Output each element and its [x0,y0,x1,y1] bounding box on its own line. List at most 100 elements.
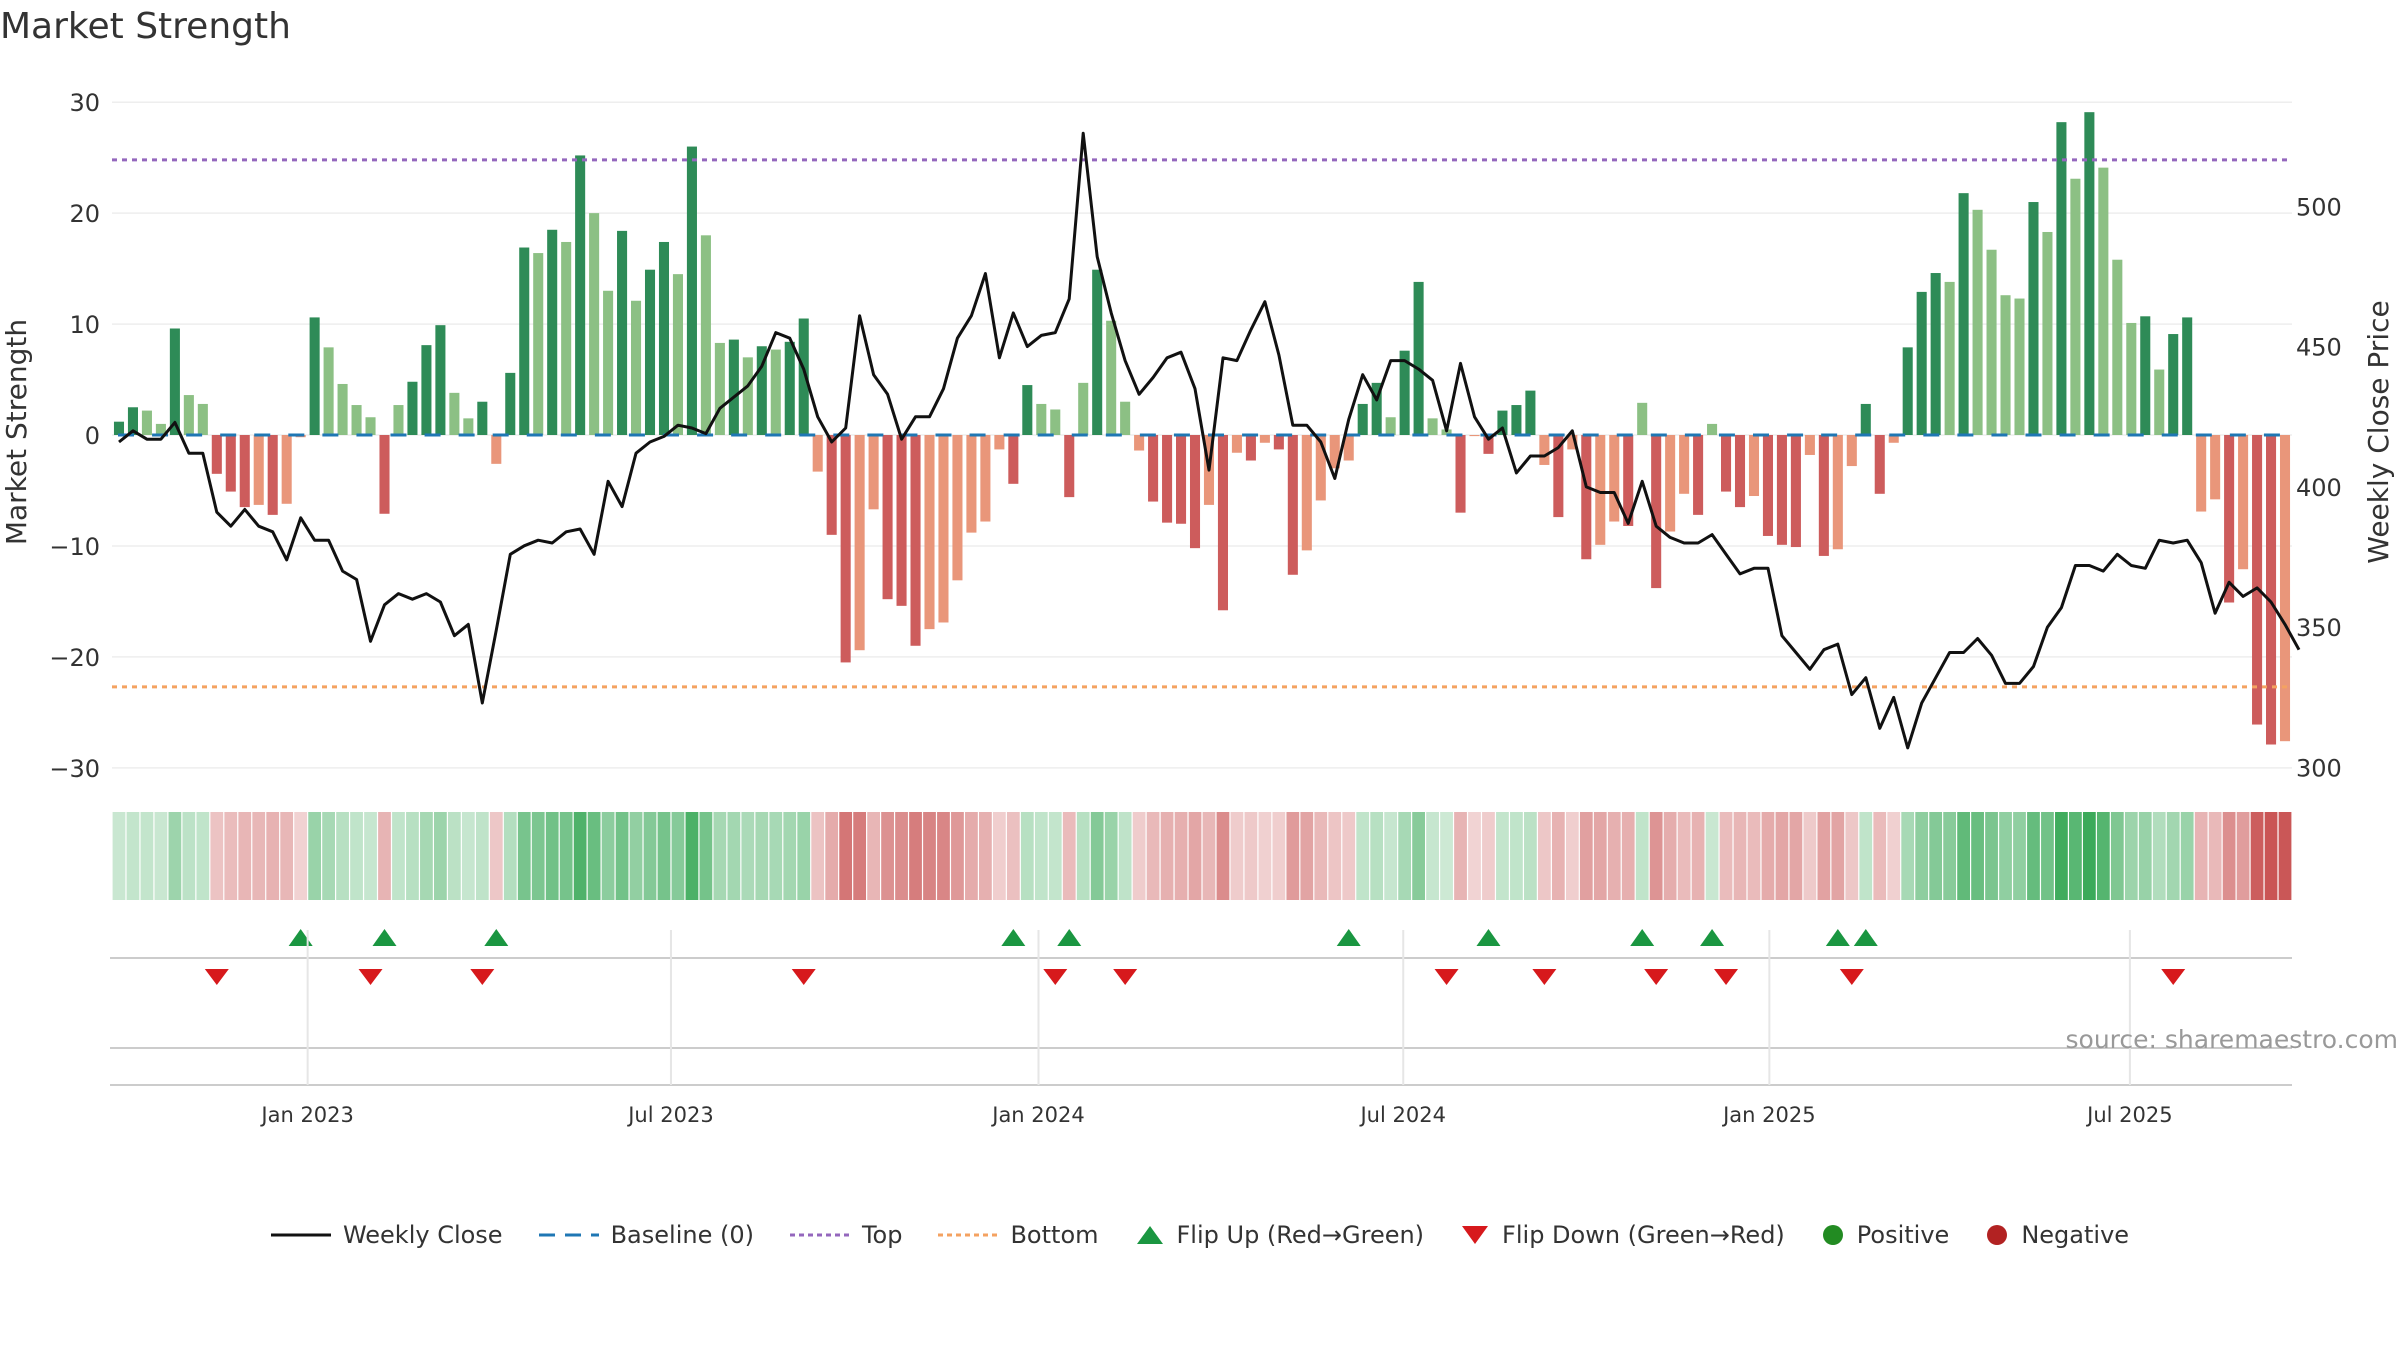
strength-bar [323,347,334,435]
strength-bar [826,435,837,535]
heat-cell [923,812,936,900]
strength-bar [770,349,781,435]
y2-axis-ticks: 500 450 400 350 300 [2296,193,2342,782]
strength-bar [1455,435,1466,513]
heat-cell [741,812,755,900]
triangle-up-icon [1136,1226,1163,1244]
legend-flip-up[interactable]: Flip Up (Red→Green) [1135,1221,1424,1249]
heat-cell [1216,812,1230,900]
heat-cell [350,812,363,900]
strength-bar [1790,435,1801,548]
heat-cell [308,812,322,900]
x-tick-label: Jul 2024 [1358,1103,1445,1127]
strength-bar [407,381,418,435]
strength-bar [1106,320,1117,435]
strength-bar [2252,435,2263,725]
x-axis-ticks: Jan 2023 Jul 2023 Jan 2024 Jul 2024 Jan 2025… [259,930,2173,1127]
heat-cell [112,812,126,900]
heat-cell [378,812,391,900]
strength-bar [1092,269,1103,435]
strength-bar [155,423,166,435]
heat-cell [1496,812,1509,900]
strength-bar [924,435,935,630]
strength-bar [225,435,236,492]
strength-bar [1804,435,1815,455]
heat-cell [266,812,280,900]
strength-bar [547,229,558,435]
strength-bar [505,372,516,435]
legend-label: Positive [1856,1221,1950,1249]
flip-down-marker [1043,969,1068,985]
heat-cell [489,812,503,900]
strength-bar [742,357,753,435]
weekly-close-line [118,131,2301,750]
heat-cell [1649,812,1663,900]
heat-cell [1524,812,1537,900]
heat-cell [2278,812,2292,900]
heat-cell [1887,812,1901,900]
strength-bar [2112,259,2123,435]
heat-cell [2180,812,2194,900]
strength-bar [1245,435,1256,461]
y2-axis-label: Weekly Close Price [2362,300,2395,563]
circle-icon [1822,1225,1843,1245]
legend-label: Negative [2021,1221,2130,1249]
legend-weekly-close[interactable]: Weekly Close [270,1221,503,1249]
strength-bar [812,435,823,472]
strength-bar [1036,403,1047,435]
strength-bar [1567,435,1578,450]
legend-bottom[interactable]: Bottom [938,1221,1099,1249]
strength-bar [2196,435,2207,512]
market-strength-chart: 30 20 10 0 −10 −20 −30 500 450 400 350 300 Jan 202… [0,89,2398,1127]
heat-cell [1034,812,1048,900]
strength-bar [421,345,432,435]
strength-bar [2182,317,2193,435]
strength-bar [169,328,180,435]
heat-cell [1929,812,1943,900]
strength-bar [854,435,865,651]
strength-bar [183,395,194,435]
strength-bar [2014,298,2025,435]
heat-cell [1677,812,1691,900]
strength-bar [1511,405,1522,435]
heat-cell [1551,812,1565,900]
heat-cell [755,812,769,900]
strength-bar [2210,435,2221,500]
heat-cell [2166,812,2180,900]
heat-cell [881,812,894,900]
heat-cell [1831,812,1845,900]
strength-bar [1497,410,1508,435]
legend-negative[interactable]: Negative [1985,1221,2129,1249]
heat-cell [587,812,601,900]
strength-bar [1623,435,1634,526]
flip-down-marker [1644,969,1669,985]
heat-cell [2264,812,2278,900]
strength-bar [966,435,977,533]
legend-flip-down[interactable]: Flip Down (Green→Red) [1460,1221,1785,1249]
heat-cell [797,812,811,900]
heat-cell [1747,812,1761,900]
heat-cell [2027,812,2040,900]
heat-cell [839,812,853,900]
legend-positive[interactable]: Positive [1821,1221,1950,1249]
heat-cell [1468,812,1481,900]
heat-cell [1663,812,1677,900]
heat-cell [643,812,657,900]
heat-cell [1593,812,1607,900]
legend-top[interactable]: Top [789,1221,902,1249]
y-tick-label: 30 [69,89,100,117]
heat-cell [1565,812,1579,900]
legend-baseline[interactable]: Baseline (0) [538,1221,754,1249]
flip-down-marker [1839,969,1864,985]
heat-cell [1510,812,1523,900]
heat-cell [685,812,699,900]
heat-cell [1691,812,1705,900]
strength-bar [2154,369,2165,435]
heat-cell [601,812,615,900]
strength-bar [1469,435,1480,437]
strength-bar [141,410,152,435]
flip-up-marker [1825,929,1850,946]
strength-bar [896,435,907,606]
strength-bar [1581,435,1592,560]
strength-bar [1427,418,1438,435]
